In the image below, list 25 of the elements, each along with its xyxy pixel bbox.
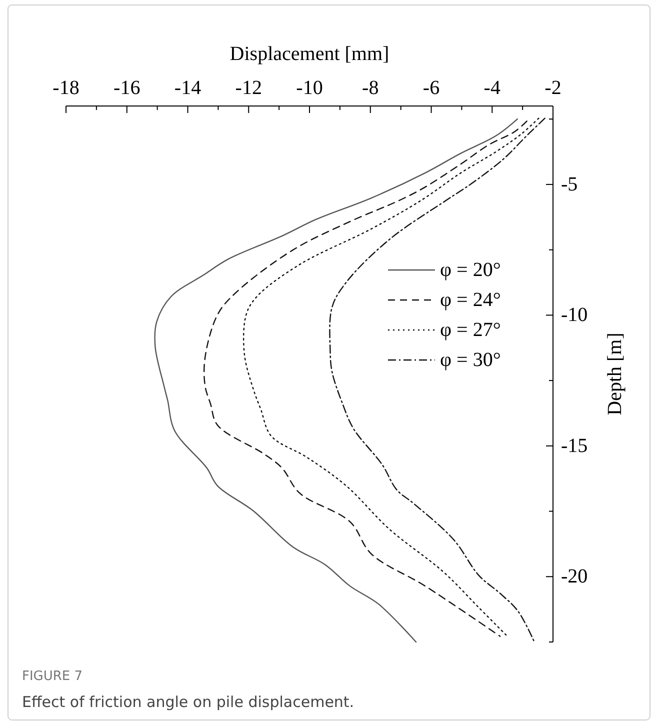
x-tick-label: -4 [484,77,500,99]
y-tick-label: -10 [561,304,588,326]
legend-label: φ = 20° [440,259,501,281]
y-tick-label: -20 [561,566,588,588]
x-tick-label: -6 [422,77,440,99]
y-tick-label: -5 [561,173,578,196]
x-tick-label: -16 [114,77,140,99]
x-tick-label: -12 [235,77,262,99]
y-tick-label: -15 [561,434,588,457]
legend-label: φ = 24° [440,289,501,311]
y-axis-title: Depth [m] [604,332,626,416]
x-tick-label: -8 [362,77,379,99]
x-tick-label: -14 [174,77,202,99]
line-series [203,120,528,637]
legend-label: φ = 30° [440,349,501,371]
x-tick-label: -10 [296,77,323,99]
line-series [329,118,546,642]
x-tick-label: -18 [52,77,80,99]
legend-label: φ = 27° [440,319,501,341]
x-tick-label: -2 [544,77,562,99]
x-axis-title: Displacement [mm] [230,43,390,65]
line-series [154,118,518,643]
line-series [243,118,540,637]
text: Effect of friction angle on pile displacement. [22,693,354,711]
caption: FIGURE 7 [22,669,83,684]
